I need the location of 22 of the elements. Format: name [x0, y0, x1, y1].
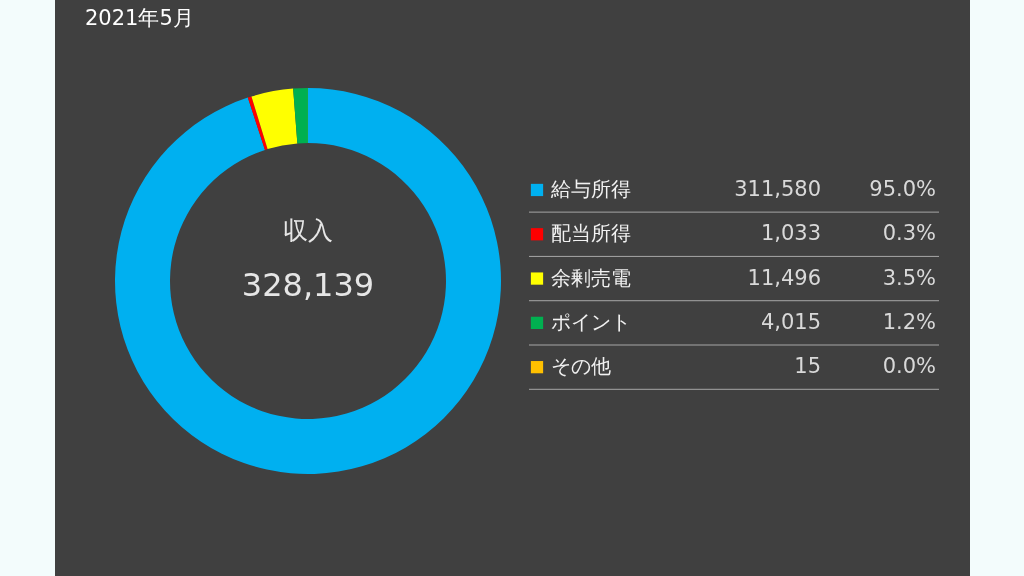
- donut-slice: [115, 88, 501, 474]
- donut-slice: [251, 88, 298, 150]
- legend-label: 給与所得: [550, 176, 631, 201]
- text: 95.0%: [869, 176, 936, 201]
- text: 1.2%: [882, 309, 936, 334]
- text: 0.3%: [882, 221, 936, 246]
- donut-slice: [293, 88, 308, 144]
- data-label: 15: [794, 354, 821, 379]
- legend-label: ポイント: [551, 309, 631, 334]
- legend-label: 配当所得: [551, 221, 631, 246]
- data-label: 11,496: [747, 265, 821, 290]
- text: 328,139: [241, 266, 375, 304]
- legend-label: 余剰売電: [551, 265, 631, 290]
- text: 3.5%: [882, 265, 936, 290]
- text: 収入: [283, 216, 333, 245]
- data-label: 4,015: [760, 309, 821, 334]
- data-label: 311,580: [734, 176, 821, 201]
- chart-title: 2021年5月: [85, 6, 194, 30]
- data-label: 1,033: [760, 221, 821, 246]
- legend-label: その他: [551, 354, 611, 379]
- text: 0.0%: [882, 354, 936, 379]
- donut-slice: [247, 96, 268, 150]
